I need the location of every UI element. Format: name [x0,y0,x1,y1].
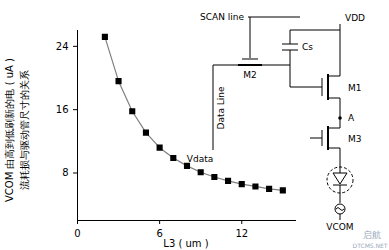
svg-text:A: A [348,113,355,123]
svg-text:12: 12 [235,228,248,239]
svg-text:SCAN line: SCAN line [200,12,244,22]
svg-text:M3: M3 [348,134,362,144]
svg-text:M1: M1 [348,83,362,93]
svg-text:流耗损与驱动管尺寸的关系: 流耗损与驱动管尺寸的关系 [19,70,30,190]
svg-text:VCOM 由高到低刷新的电 ( uA ): VCOM 由高到低刷新的电 ( uA ) [4,58,15,202]
svg-text:L3 ( um ): L3 ( um ) [163,238,208,249]
svg-text:VDD: VDD [345,13,365,23]
svg-text:6: 6 [156,228,162,239]
svg-text:DTCMS.NET: DTCMS.NET [353,242,388,249]
svg-text:Data Line: Data Line [216,86,226,130]
svg-text:启航: 启航 [363,230,381,240]
svg-text:VCOM: VCOM [326,222,353,232]
svg-text:M2: M2 [243,70,257,80]
svg-text:16: 16 [56,104,69,115]
svg-text:24: 24 [56,41,69,52]
svg-text:Vdata: Vdata [187,154,213,164]
svg-text:0: 0 [74,228,80,239]
svg-text:Cs: Cs [302,42,313,52]
svg-text:8: 8 [62,167,68,178]
